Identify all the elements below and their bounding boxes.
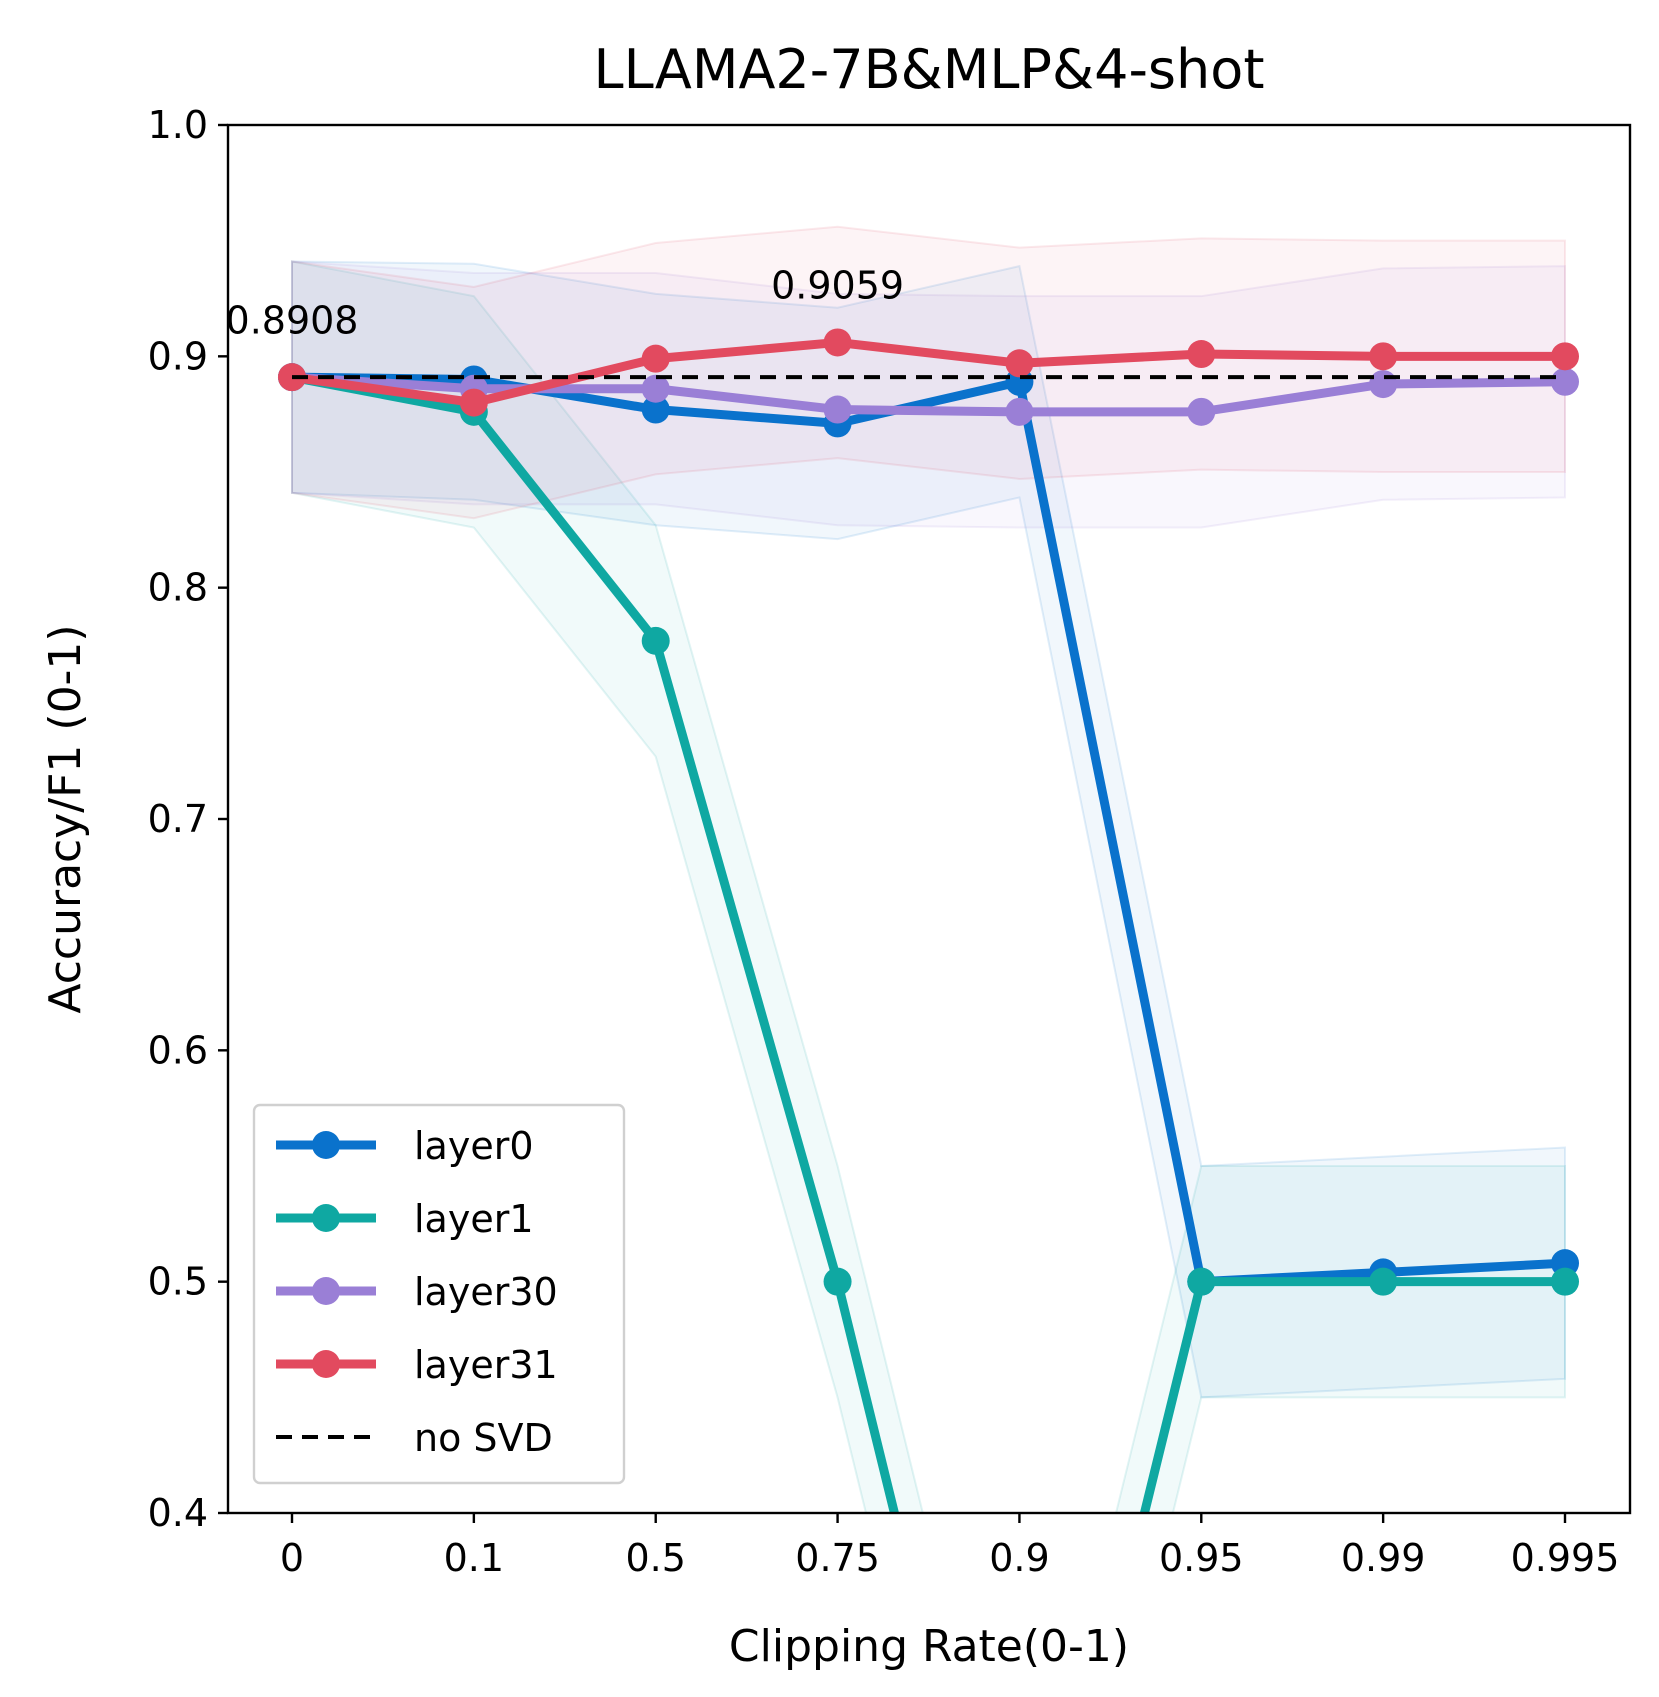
legend-label-layer31: layer31 bbox=[414, 1343, 558, 1387]
legend-label-layer1: layer1 bbox=[414, 1197, 534, 1241]
y-tick-label-1.0: 1.0 bbox=[148, 103, 208, 147]
point-layer31-0.1 bbox=[460, 389, 488, 417]
point-layer1-0.5 bbox=[642, 627, 670, 655]
legend-marker-layer30 bbox=[312, 1277, 340, 1305]
x-axis-label: Clipping Rate(0-1) bbox=[729, 1621, 1129, 1672]
legend-label-layer0: layer0 bbox=[414, 1124, 534, 1168]
legend-label-no-svd: no SVD bbox=[414, 1416, 553, 1460]
point-layer30-0.9 bbox=[1005, 398, 1033, 426]
x-axis-ticks: 0 0.1 0.5 0.75 0.9 0.95 0.99 0.995 bbox=[280, 1513, 1619, 1580]
annotation-0.9059: 0.9059 bbox=[771, 264, 904, 308]
x-tick-label-0.5: 0.5 bbox=[625, 1536, 685, 1580]
y-axis-ticks: 0.4 0.5 0.6 0.7 0.8 0.9 1.0 bbox=[148, 103, 228, 1535]
x-tick-label-0.75: 0.75 bbox=[795, 1536, 880, 1580]
point-layer1-0.95 bbox=[1187, 1268, 1215, 1296]
legend-label-layer30: layer30 bbox=[414, 1270, 558, 1314]
series-lines bbox=[278, 328, 1579, 1697]
point-layer30-0.75 bbox=[824, 396, 852, 424]
point-layer31-0.95 bbox=[1187, 340, 1215, 368]
y-tick-label-0.8: 0.8 bbox=[148, 566, 208, 610]
x-tick-label-0.9: 0.9 bbox=[989, 1536, 1049, 1580]
legend-marker-layer31 bbox=[312, 1350, 340, 1378]
point-layer1-0.75 bbox=[824, 1268, 852, 1296]
y-tick-label-0.9: 0.9 bbox=[148, 334, 208, 378]
point-layer30-0.995 bbox=[1551, 368, 1579, 396]
point-layer30-0.95 bbox=[1187, 398, 1215, 426]
point-layer30-0.99 bbox=[1369, 370, 1397, 398]
y-tick-label-0.4: 0.4 bbox=[148, 1491, 208, 1535]
x-tick-label-0: 0 bbox=[280, 1536, 304, 1580]
y-tick-label-0.6: 0.6 bbox=[148, 1028, 208, 1072]
chart-title: LLAMA2-7B&MLP&4-shot bbox=[594, 38, 1265, 101]
point-layer1-0.99 bbox=[1369, 1268, 1397, 1296]
x-tick-label-0.1: 0.1 bbox=[444, 1536, 504, 1580]
point-layer1-0.995 bbox=[1551, 1268, 1579, 1296]
legend: layer0 layer1 layer30 layer31 no SVD bbox=[254, 1105, 624, 1483]
annotation-0.8908: 0.8908 bbox=[226, 299, 359, 343]
x-tick-label-0.995: 0.995 bbox=[1511, 1536, 1620, 1580]
y-tick-label-0.5: 0.5 bbox=[148, 1260, 208, 1304]
legend-marker-layer1 bbox=[312, 1204, 340, 1232]
y-tick-label-0.7: 0.7 bbox=[148, 797, 208, 841]
x-tick-label-0.99: 0.99 bbox=[1341, 1536, 1426, 1580]
point-layer31-0.9 bbox=[1005, 349, 1033, 377]
point-layer31-0.99 bbox=[1369, 342, 1397, 370]
y-axis-label: Accuracy/F1 (0-1) bbox=[40, 624, 91, 1013]
point-layer31-0.5 bbox=[642, 345, 670, 373]
line-layer1 bbox=[292, 377, 1565, 1697]
legend-marker-layer0 bbox=[312, 1131, 340, 1159]
x-tick-label-0.95: 0.95 bbox=[1159, 1536, 1244, 1580]
point-layer31-0.75 bbox=[824, 328, 852, 356]
point-layer31-0.995 bbox=[1551, 342, 1579, 370]
